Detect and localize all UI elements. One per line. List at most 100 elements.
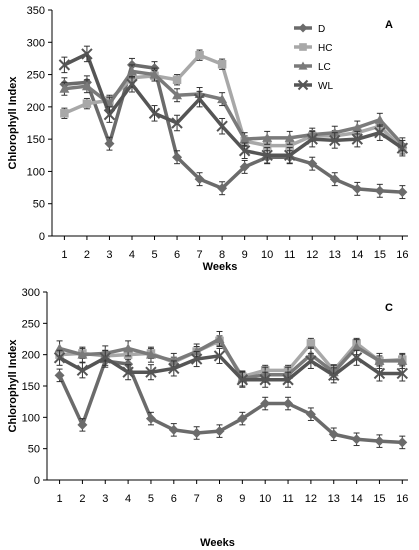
x-tick-label: 12 — [306, 249, 318, 261]
y-tick-label: 100 — [22, 412, 40, 424]
series-d — [54, 354, 408, 450]
marker — [237, 413, 248, 424]
marker — [260, 398, 271, 409]
x-tick-label: 8 — [219, 249, 225, 261]
marker — [328, 429, 339, 440]
marker — [350, 352, 363, 364]
y-tick-label: 0 — [39, 231, 45, 243]
series-line — [64, 63, 403, 194]
series-lc — [59, 64, 408, 152]
marker — [306, 133, 318, 145]
marker — [77, 419, 88, 430]
y-tick-label: 350 — [27, 5, 45, 17]
marker — [284, 149, 296, 161]
marker — [351, 434, 362, 445]
marker — [238, 145, 251, 157]
marker — [149, 69, 160, 79]
y-tick-label: 50 — [33, 199, 45, 211]
x-tick-label: 9 — [242, 249, 248, 261]
marker — [306, 339, 316, 348]
marker — [103, 108, 116, 121]
legend-label: LC — [318, 62, 331, 73]
marker — [351, 133, 364, 145]
x-tick-label: 4 — [129, 249, 135, 261]
x-tick-label: 16 — [396, 249, 408, 261]
y-tick-label: 150 — [27, 134, 45, 146]
x-tick-label: 14 — [351, 249, 363, 261]
marker — [283, 398, 294, 409]
x-tick-label: 8 — [216, 493, 222, 505]
marker — [214, 426, 225, 437]
x-tick-label: 13 — [329, 249, 341, 261]
series-line — [58, 354, 403, 382]
x-tick-label: 6 — [174, 249, 180, 261]
marker — [217, 94, 228, 104]
x-tick-label: 10 — [259, 493, 271, 505]
marker — [285, 141, 294, 150]
marker — [261, 149, 273, 161]
x-tick-label: 7 — [194, 493, 200, 505]
y-tick-label: 0 — [34, 475, 40, 487]
marker — [396, 367, 408, 380]
series-wl — [53, 347, 408, 388]
marker — [190, 353, 203, 365]
y-tick-label: 250 — [27, 70, 45, 82]
x-tick-label: 7 — [197, 249, 203, 261]
marker — [329, 134, 341, 147]
marker — [397, 437, 408, 448]
x-tick-label: 3 — [106, 249, 112, 261]
marker — [397, 187, 408, 198]
marker — [284, 132, 295, 142]
legend-item-wl: WL — [294, 79, 333, 92]
marker — [53, 352, 66, 364]
marker — [397, 355, 408, 365]
x-axis-title: Weeks — [203, 261, 238, 273]
marker — [305, 355, 317, 367]
marker — [59, 83, 70, 93]
series-wl — [58, 45, 409, 164]
y-axis-title: Chlorophyll Index — [7, 339, 19, 433]
x-tick-label: 6 — [171, 493, 177, 505]
marker — [213, 350, 226, 362]
marker — [373, 367, 386, 380]
x-tick-label: 14 — [350, 493, 362, 505]
marker — [236, 374, 249, 386]
marker — [76, 364, 89, 377]
marker — [216, 120, 228, 132]
marker — [239, 161, 250, 172]
marker — [123, 359, 134, 370]
y-tick-label: 300 — [22, 287, 40, 299]
marker — [298, 23, 308, 33]
marker — [305, 409, 316, 420]
marker — [217, 183, 228, 194]
marker — [262, 141, 272, 150]
series-line — [57, 359, 403, 445]
marker — [82, 99, 92, 108]
marker — [145, 366, 157, 378]
legend-item-d: D — [294, 23, 325, 35]
marker — [352, 183, 363, 194]
marker — [58, 59, 71, 71]
marker — [307, 158, 318, 169]
series-line — [64, 69, 404, 146]
y-tick-label: 200 — [22, 350, 40, 362]
marker — [145, 349, 156, 359]
x-tick-label: 15 — [374, 249, 386, 261]
x-tick-label: 10 — [261, 249, 273, 261]
marker — [126, 78, 138, 90]
marker — [168, 424, 179, 435]
marker — [262, 132, 273, 142]
marker — [77, 349, 88, 359]
marker — [374, 436, 385, 447]
marker — [81, 48, 93, 60]
marker — [328, 369, 340, 382]
marker — [329, 174, 340, 185]
series-line — [59, 337, 403, 381]
marker — [239, 134, 250, 144]
x-tick-label: 2 — [84, 249, 90, 261]
x-tick-label: 11 — [282, 493, 293, 505]
marker — [352, 122, 363, 132]
x-tick-label: 5 — [148, 493, 154, 505]
